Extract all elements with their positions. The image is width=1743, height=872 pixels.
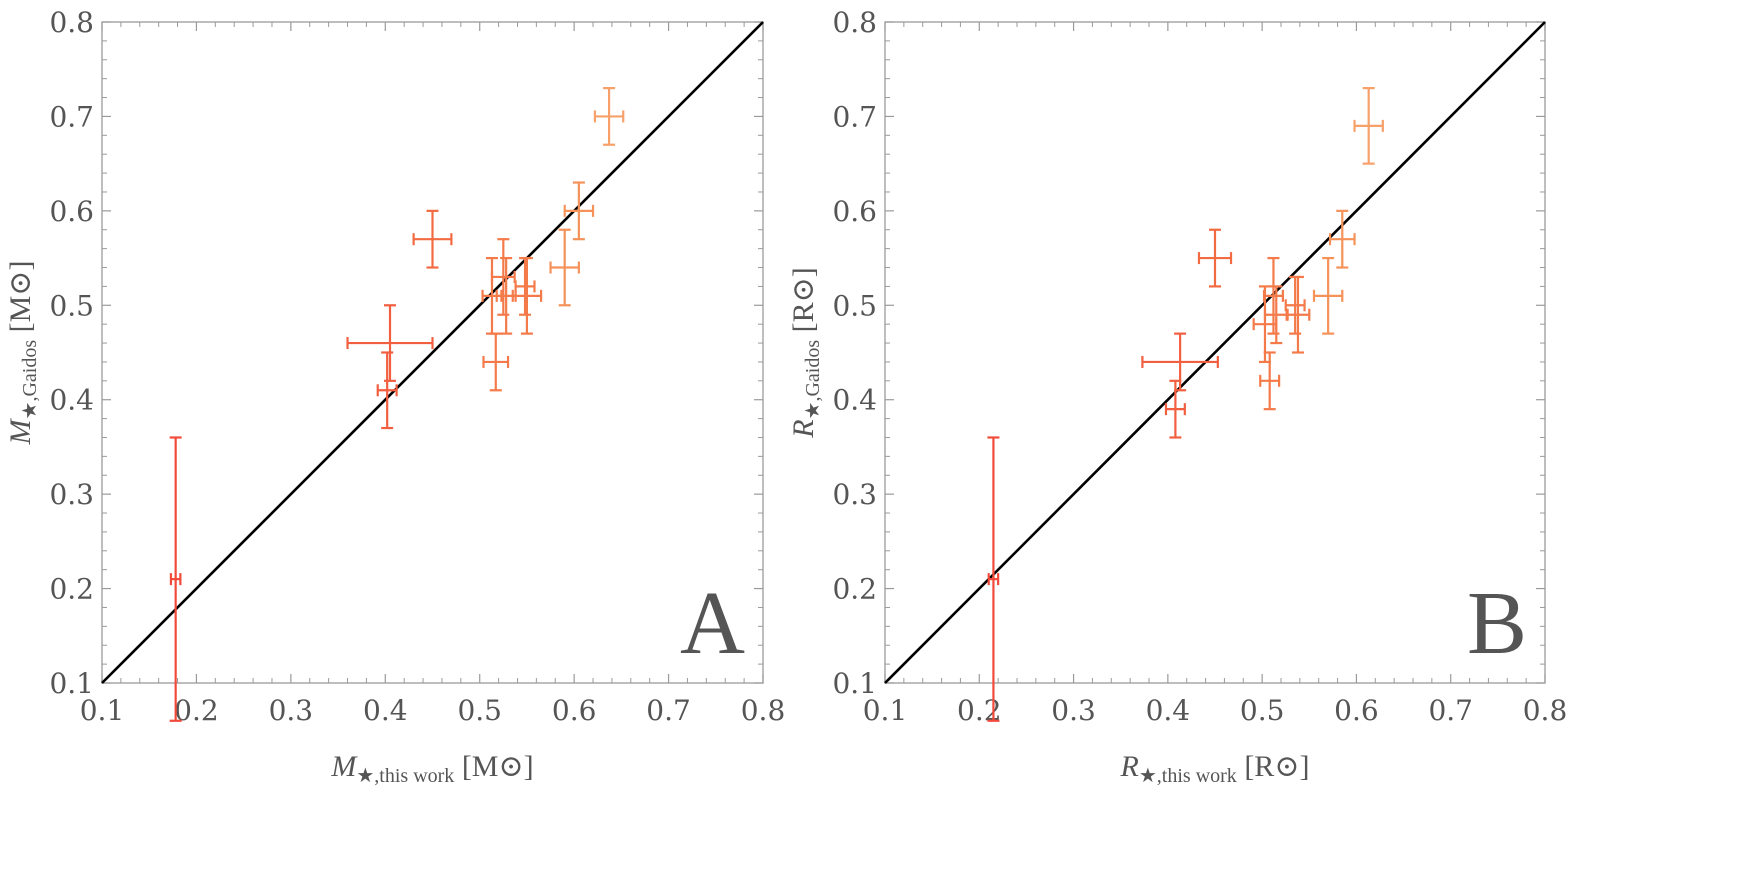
panel-letter: A	[680, 574, 745, 673]
y-tick-label: 0.4	[832, 384, 877, 417]
panel-a: 0.1 0.2 0.3 0.4 0.5 0.6 0.7 0.8 0.1 0.2 0.3 0.4 0.5 0…	[4, 6, 785, 787]
data-point	[1353, 86, 1384, 165]
y-tick-label: 0.4	[49, 384, 94, 417]
y-tick-label: 0.7	[832, 100, 877, 133]
x-tick-label: 0.7	[1428, 694, 1473, 727]
one-to-one-line	[884, 21, 1546, 684]
x-tick-label: 0.3	[1051, 694, 1096, 727]
y-axis-label: M★,Gaidos [M⊙]	[4, 261, 41, 446]
data-point	[376, 351, 398, 430]
x-tick-label: 0.4	[363, 694, 408, 727]
data-point	[1259, 351, 1281, 411]
x-tick-label: 0.1	[80, 694, 125, 727]
x-tick-label: 0.2	[957, 694, 1002, 727]
y-tick-label: 0.3	[832, 478, 877, 511]
data-point	[1285, 275, 1311, 354]
data-point	[1262, 256, 1284, 335]
y-axis-label: R★,Gaidos [R⊙]	[787, 267, 824, 439]
x-tick-label: 0.5	[457, 694, 502, 727]
data-point	[549, 228, 580, 307]
x-tick-label: 0.2	[174, 694, 219, 727]
data-point	[987, 436, 1000, 722]
y-tick-label: 0.6	[832, 195, 877, 228]
data-point	[412, 209, 453, 269]
x-tick-label: 0.7	[646, 694, 691, 727]
y-tick-label: 0.8	[49, 6, 94, 39]
data-point	[1197, 228, 1233, 288]
y-tick-label: 0.3	[49, 478, 94, 511]
plot-frame	[101, 21, 764, 684]
panel-letter: B	[1467, 574, 1527, 673]
y-tick-label: 0.1	[49, 667, 94, 700]
y-tick-label: 0.8	[832, 6, 877, 39]
one-to-one-line	[101, 21, 764, 684]
y-tick-label: 0.6	[49, 195, 94, 228]
ticks	[884, 21, 1546, 684]
x-tick-label: 0.8	[1523, 694, 1568, 727]
x-axis-label: M★,this work [M⊙]	[330, 750, 533, 787]
x-tick-label: 0.6	[552, 694, 597, 727]
data-point	[482, 332, 510, 392]
y-tick-label: 0.2	[49, 573, 94, 606]
data-point	[490, 238, 516, 316]
x-tick-label: 0.3	[269, 694, 314, 727]
data-point	[169, 436, 182, 722]
y-tick-label: 0.7	[49, 100, 94, 133]
y-tick-label: 0.5	[49, 289, 94, 322]
data-point	[593, 86, 625, 146]
data-point	[563, 181, 595, 241]
x-tick-label: 0.4	[1146, 694, 1191, 727]
y-tick-label: 0.1	[832, 667, 877, 700]
data-point	[514, 256, 536, 316]
x-tick-label: 0.5	[1240, 694, 1285, 727]
panel-b: 0.1 0.2 0.3 0.4 0.5 0.6 0.7 0.8 0.1 0.2 0.3 0.4 0.5 0…	[787, 6, 1567, 787]
y-tick-label: 0.5	[832, 289, 877, 322]
x-tick-label: 0.8	[741, 694, 786, 727]
x-tick-label: 0.1	[863, 694, 908, 727]
data-point	[1164, 379, 1186, 439]
ticks	[101, 21, 764, 684]
x-axis-label: R★,this work [R⊙]	[1120, 750, 1310, 787]
x-tick-label: 0.6	[1334, 694, 1379, 727]
data-point	[1284, 275, 1306, 335]
data-point	[1312, 256, 1344, 335]
y-tick-label: 0.2	[832, 573, 877, 606]
data-point	[1328, 209, 1356, 269]
data-point	[346, 304, 434, 382]
plot-frame	[884, 21, 1546, 684]
